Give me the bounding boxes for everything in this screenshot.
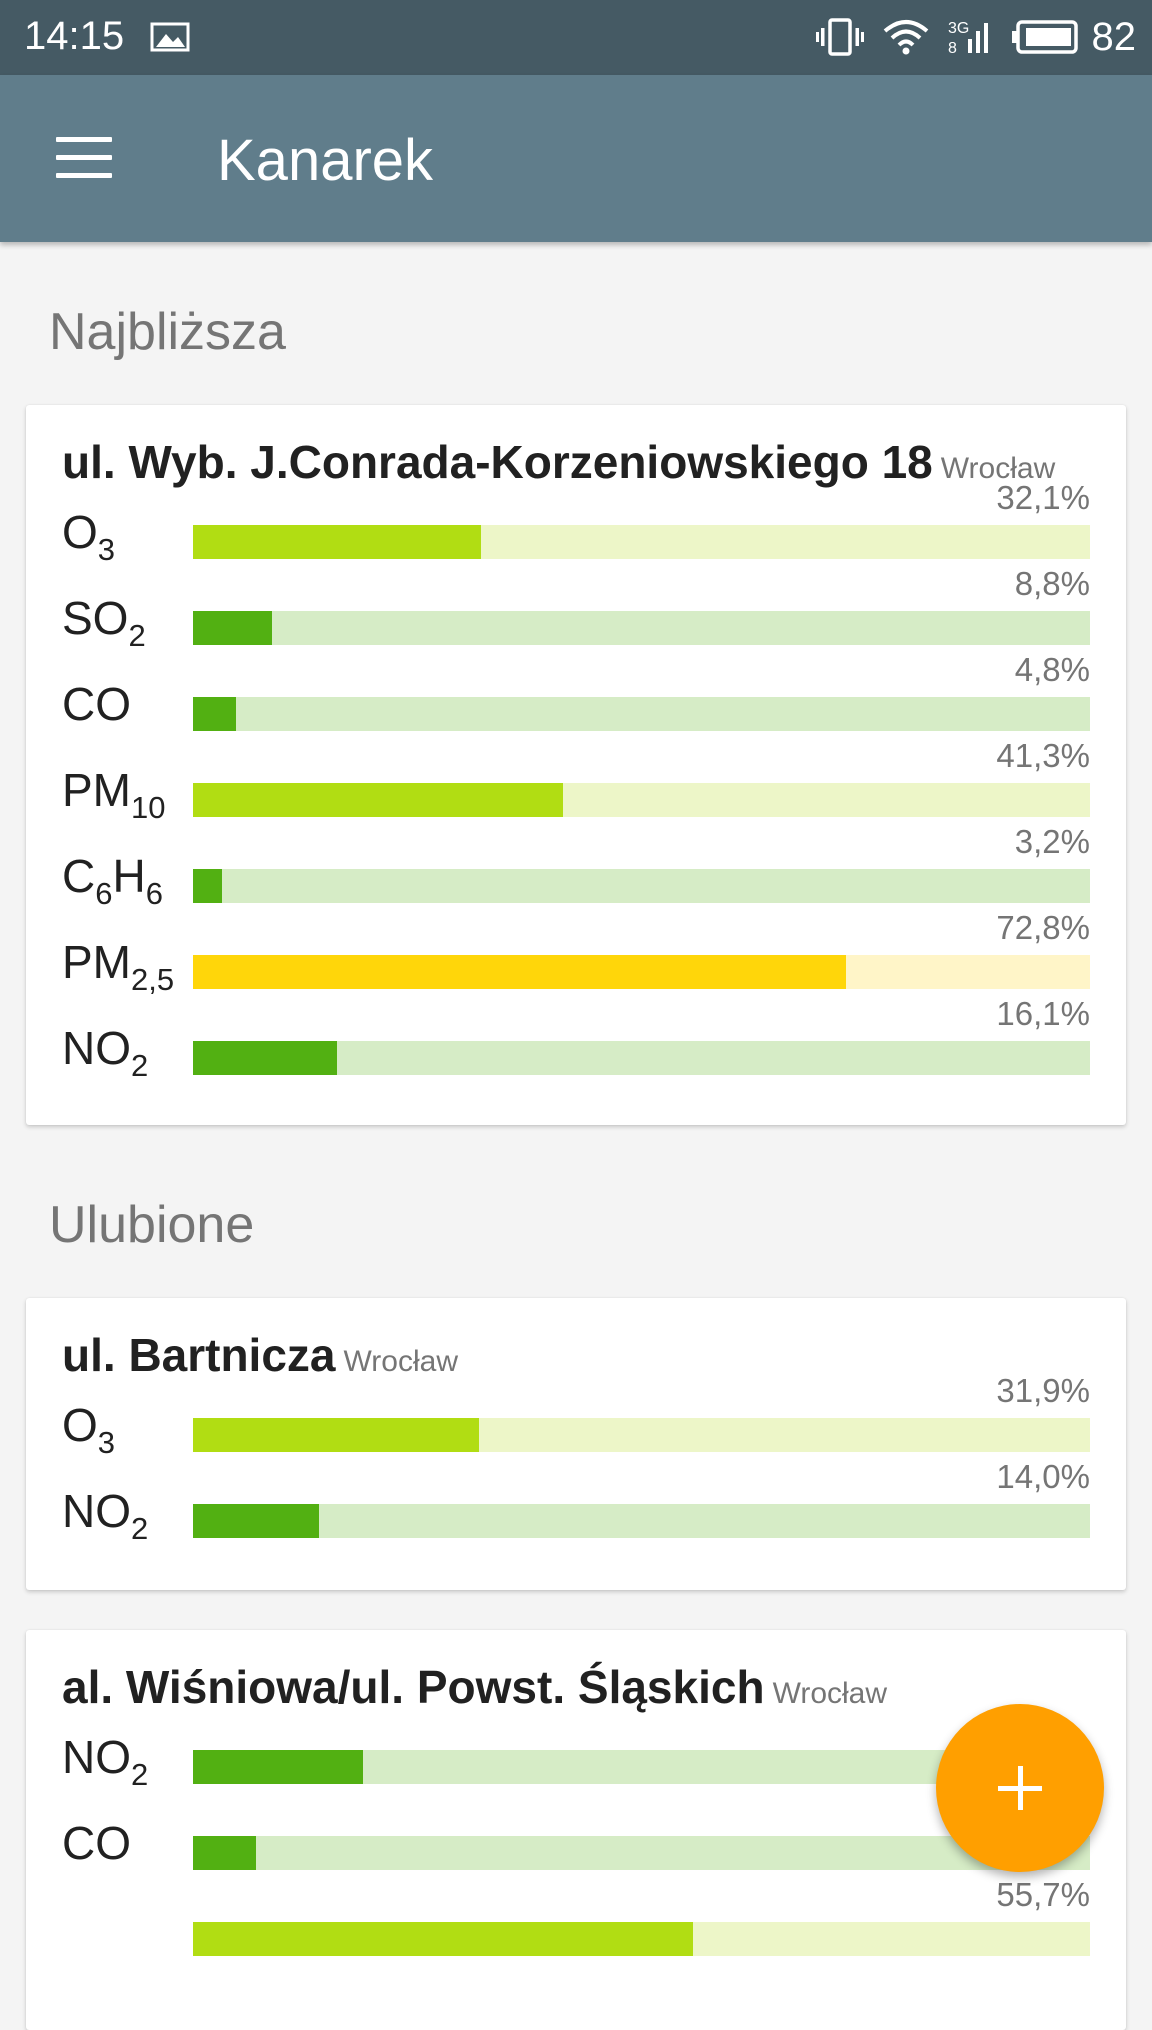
app-bar: Kanarek (0, 75, 1152, 242)
pollutant-row: CO 4,8% (26, 651, 1126, 745)
pollutant-row: O3 31,9% (26, 1372, 1126, 1466)
hamburger-menu-icon[interactable] (56, 137, 112, 179)
pollutant-percent: 3,2% (1014, 823, 1090, 860)
pollutant-bar-track (193, 1418, 1090, 1452)
pollutant-row: PM10 41,3% (26, 737, 1126, 831)
pollutant-bar-fill (193, 611, 272, 645)
pollutant-bar-fill (193, 1922, 693, 1956)
pollutant-row: CO (26, 1798, 1126, 1884)
pollutant-percent: 14,0% (996, 1458, 1090, 1495)
station-card[interactable]: ul. Bartnicza Wrocław O3 31,9% NO2 14,0% (26, 1298, 1126, 1590)
pollutant-bar-track (193, 869, 1090, 903)
pollutant-row: PM2,5 72,8% (26, 909, 1126, 1003)
battery-icon (1011, 20, 1078, 54)
pollutant-row: NO2 14,0% (26, 1458, 1126, 1552)
pollutant-bar-fill (193, 1418, 479, 1452)
pollutant-bar-fill (193, 1041, 337, 1075)
pollutant-label: O3 (62, 1399, 116, 1460)
battery-level: 82 (1091, 14, 1137, 59)
pollutant-bar-track (193, 611, 1090, 645)
pollutant-row: NO2 16,1% (26, 995, 1126, 1089)
pollutant-row: 55,7% (26, 1876, 1126, 1970)
svg-text:8: 8 (948, 40, 957, 57)
station-card[interactable]: ul. Wyb. J.Conrada-Korzeniowskiego 18 Wro… (26, 405, 1126, 1125)
wifi-icon (883, 20, 928, 55)
pollutant-label: SO2 (62, 592, 146, 653)
signal-3g-icon: 3G 8 (948, 20, 988, 57)
add-station-button[interactable] (936, 1704, 1104, 1872)
svg-text:3G: 3G (948, 20, 969, 37)
app-title: Kanarek (217, 128, 434, 193)
section-title-favorites: Ulubione (49, 1196, 255, 1254)
pollutant-percent: 72,8% (996, 909, 1090, 946)
status-time: 14:15 (24, 14, 125, 58)
pollutant-bar-track (193, 697, 1090, 731)
pollutant-label: CO (62, 678, 131, 730)
pollutant-bar-track (193, 1504, 1090, 1538)
pollutant-percent: 16,1% (996, 995, 1090, 1032)
pollutant-label: CO (62, 1817, 131, 1869)
pollutant-percent: 8,8% (1014, 565, 1090, 602)
pollutant-bar-fill (193, 1836, 256, 1870)
pollutant-label: C6H6 (62, 850, 163, 911)
station-city: Wrocław (940, 452, 1056, 485)
pollutant-label: O3 (62, 506, 116, 567)
image-icon (150, 22, 190, 52)
pollutant-bar-fill (193, 1750, 363, 1784)
pollutant-bar-track (193, 955, 1090, 989)
pollutant-label: NO2 (62, 1022, 149, 1083)
pollutant-percent: 4,8% (1014, 651, 1090, 688)
pollutant-bar-track (193, 1922, 1090, 1956)
section-title-nearest: Najbliższa (49, 303, 286, 361)
pollutant-row: C6H6 3,2% (26, 823, 1126, 917)
pollutant-percent: 32,1% (996, 479, 1090, 516)
pollutant-label: NO2 (62, 1485, 149, 1546)
station-city: Wrocław (772, 1677, 888, 1710)
pollutant-bar-fill (193, 869, 222, 903)
pollutant-percent: 41,3% (996, 737, 1090, 774)
pollutant-row: O3 32,1% (26, 479, 1126, 573)
pollutant-bar-fill (193, 783, 563, 817)
vibrate-icon (815, 18, 864, 56)
station-name: ul. Wyb. J.Conrada-Korzeniowskiego 18 (62, 436, 933, 488)
pollutant-label: PM2,5 (62, 936, 175, 997)
pollutant-bar-track (193, 525, 1090, 559)
pollutant-bar-fill (193, 1504, 319, 1538)
pollutant-bar-track (193, 1836, 1090, 1870)
station-name: ul. Bartnicza (62, 1329, 336, 1381)
pollutant-row: SO2 8,8% (26, 565, 1126, 659)
station-city: Wrocław (343, 1345, 458, 1378)
pollutant-percent: 31,9% (996, 1372, 1090, 1409)
pollutant-bar-track (193, 783, 1090, 817)
station-name: al. Wiśniowa/ul. Powst. Śląskich (62, 1661, 765, 1713)
pollutant-label: PM10 (62, 764, 166, 825)
pollutant-bar-fill (193, 525, 481, 559)
pollutant-label: NO2 (62, 1731, 149, 1792)
pollutant-bar-fill (193, 955, 846, 989)
status-bar: 14:15 3G 8 82 (0, 0, 1152, 75)
pollutant-bar-track (193, 1041, 1090, 1075)
pollutant-percent: 55,7% (996, 1876, 1090, 1913)
pollutant-bar-fill (193, 697, 236, 731)
